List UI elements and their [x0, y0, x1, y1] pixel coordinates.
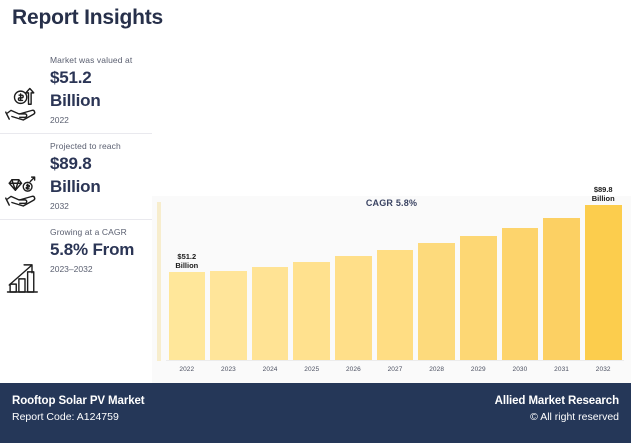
hand-holding-diamond-icon [4, 172, 46, 212]
insight-value: $89.8 Billion [50, 154, 101, 196]
insight-item-cagr: Growing at a CAGR 5.8% From 2023–2032 [0, 219, 152, 303]
bar-column [459, 196, 497, 361]
chart-bar [210, 271, 247, 361]
footer-market-name: Rooftop Solar PV Market [12, 395, 145, 407]
chart-bar [168, 272, 206, 361]
bar-column [335, 196, 372, 361]
chart-bar [376, 250, 414, 361]
bar-column [251, 196, 289, 361]
bar-column: $51.2 Billion [168, 196, 206, 361]
x-axis-tick-label: 2026 [345, 366, 361, 373]
insight-value: $51.2 Billion [50, 68, 101, 110]
bar-value-label: $51.2 Billion [175, 252, 199, 270]
bar-value-label: $89.8 Billion [591, 185, 615, 203]
chart-x-axis: 2022 2023 2024 2025 2026 2027 2028 2029 2030 2031… [166, 360, 624, 383]
insight-period: 2022 [50, 115, 69, 125]
x-axis-tick-label: 2025 [304, 366, 320, 373]
chart-y-axis-line [157, 202, 161, 361]
bar-column [501, 196, 539, 361]
chart-bar [584, 205, 622, 361]
page-title: Report Insights [12, 6, 164, 29]
x-axis-tick-label: 2029 [470, 366, 486, 373]
insight-caption: Growing at a CAGR [50, 227, 127, 237]
growth-bar-chart-icon [4, 258, 46, 298]
bar-column [543, 196, 580, 361]
insight-value: 5.8% From [50, 240, 135, 259]
bar-column [418, 196, 455, 361]
footer-company-name: Allied Market Research [494, 395, 619, 407]
bar-column [376, 196, 414, 361]
chart-bar [251, 267, 289, 361]
footer-company-info: Allied Market Research © All right reser… [495, 393, 619, 425]
insight-caption: Market was valued at [50, 55, 133, 65]
insight-item-market-value: Market was valued at $51.2 Billion 2022 [0, 48, 152, 133]
footer-report-code: Report Code: A124759 [12, 411, 119, 423]
x-axis-tick-label: 2031 [554, 366, 570, 373]
chart-bar [418, 243, 455, 361]
chart-bar [543, 218, 580, 361]
insight-item-projected-value: Projected to reach $89.8 Billion 2032 [0, 133, 152, 219]
x-axis-tick-label: 2027 [387, 366, 403, 373]
chart-bar [459, 236, 497, 361]
chart-bar [293, 262, 331, 361]
cagr-annotation: CAGR 5.8% [365, 198, 418, 208]
footer-report-info: Rooftop Solar PV Market Report Code: A12… [12, 393, 145, 425]
x-axis-tick-label: 2030 [512, 366, 528, 373]
insight-caption: Projected to reach [50, 141, 121, 151]
market-forecast-bar-chart: CAGR 5.8% $51.2 Billion $89.8 Billion 2022 2… [152, 185, 631, 383]
chart-plot-area: $51.2 Billion $89.8 Billion [166, 185, 624, 361]
footer-bar: Rooftop Solar PV Market Report Code: A12… [0, 383, 631, 443]
x-axis-tick-label: 2023 [221, 366, 236, 373]
insight-period: 2023–2032 [50, 264, 93, 274]
x-axis-tick-label: 2024 [262, 366, 278, 373]
insights-list: Market was valued at $51.2 Billion 2022 [0, 48, 152, 303]
x-axis-tick-label: 2022 [179, 366, 195, 373]
bar-column: $89.8 Billion [584, 185, 622, 361]
bar-column [293, 196, 331, 361]
chart-bar [501, 228, 539, 361]
hand-holding-money-icon [4, 86, 46, 126]
x-axis-tick-label: 2028 [429, 366, 445, 373]
bar-column [210, 196, 247, 361]
insight-period: 2032 [50, 201, 69, 211]
x-axis-tick-label: 2032 [595, 366, 611, 373]
footer-rights: © All right reserved [530, 411, 619, 423]
chart-bar [335, 256, 372, 361]
